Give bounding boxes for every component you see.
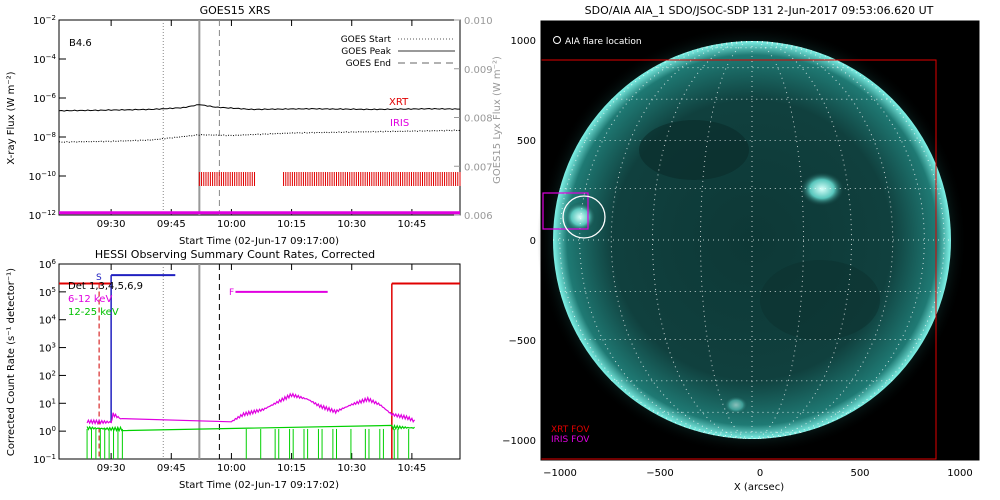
- aia-flare-legend: AIA flare location: [565, 37, 642, 47]
- hessi-x-tick-label: 10:30: [337, 463, 366, 474]
- goes-x-tick-label: 10:00: [217, 219, 246, 230]
- goes-x-tick-label: 10:30: [337, 219, 366, 230]
- goes-y-tick-label: 10−8: [33, 131, 56, 144]
- goes-x-axis-label: Start Time (02-Jun-17 09:17:00): [179, 236, 339, 247]
- coronal-hole: [639, 120, 749, 180]
- aia-image-panel: SDO/AIA AIA_1 SDO/JSOC-SDP 131 2-Jun-201…: [502, 4, 980, 493]
- hessi-saa-flag: S: [96, 273, 102, 283]
- goes-legend: GOES Start GOES Peak GOES End: [341, 35, 455, 69]
- longitude-line: [610, 41, 753, 439]
- hessi-x-tick-label: 09:30: [97, 463, 126, 474]
- iris-fov-box: [542, 192, 589, 230]
- hessi-y-tick-label: 105: [39, 286, 56, 299]
- hessi-12-25kev-series: [86, 424, 415, 433]
- goes-y-right-axis-label: GOES15 Lyx Flux (W m⁻²): [492, 56, 503, 184]
- aia-x-tick: 1000: [947, 468, 972, 479]
- goes-x-tick-label: 10:45: [397, 219, 426, 230]
- hessi-y-tick-label: 10−1: [33, 453, 56, 466]
- longitude-line: [751, 41, 852, 439]
- hessi-x-tick-label: 10:00: [217, 463, 246, 474]
- hessi-x-tick-label: 10:45: [397, 463, 426, 474]
- goes-class-label: B4.6: [69, 38, 92, 49]
- aia-y-tick: 500: [517, 136, 536, 147]
- active-region-limb: [564, 202, 596, 232]
- active-region-south: [724, 396, 748, 414]
- hessi-legend-detectors: Det 1,3,4,5,6,9: [68, 281, 143, 292]
- aia-flare-circle: [562, 195, 606, 239]
- goes-y-tick-label: 10−4: [33, 53, 57, 66]
- hessi-x-tick-label: 10:15: [277, 463, 306, 474]
- aia-x-axis-label: X (arcsec): [734, 482, 784, 493]
- goes-xrt-label: XRT: [389, 97, 409, 108]
- legend-goes-end: GOES End: [346, 59, 391, 69]
- goes-y-tick-label: 10−12: [28, 209, 56, 222]
- hessi-6-12kev-series: [86, 392, 416, 426]
- goes-y-tick-label: 10−2: [33, 14, 56, 27]
- hessi-flare-flag: F: [229, 288, 234, 298]
- aia-y-tick: −500: [509, 336, 536, 347]
- hessi-panel: HESSI Observing Summary Count Rates, Cor…: [6, 248, 461, 491]
- hessi-y-tick-label: 103: [39, 342, 56, 355]
- longitude-line: [751, 41, 894, 439]
- longitude-line: [652, 41, 753, 439]
- goes-x-tick-label: 09:30: [97, 219, 126, 230]
- goes-y-right-tick-label: 0.009: [464, 65, 493, 76]
- goes-y-tick-label: 10−6: [33, 92, 57, 105]
- dark-region: [760, 260, 880, 340]
- hessi-plot-frame: [58, 263, 461, 460]
- goes-y-right-tick-label: 0.010: [464, 16, 493, 27]
- aia-y-ticks: 1000 500 0 −500 −1000: [502, 36, 536, 447]
- goes-x-tick-label: 10:15: [277, 219, 306, 230]
- longitude-line: [559, 41, 753, 439]
- hessi-legend: Det 1,3,4,5,6,9 6-12 keV 12-25 keV: [68, 281, 143, 318]
- hessi-x-tick-label: 09:45: [157, 463, 186, 474]
- hessi-y-axis-label: Corrected Count Rate (s⁻¹ detector⁻¹): [6, 268, 17, 456]
- aia-x-tick: −1000: [543, 468, 577, 479]
- aia-x-tick: 500: [850, 468, 869, 479]
- hessi-y-tick-label: 100: [39, 425, 56, 438]
- aia-x-tick: 0: [757, 468, 763, 479]
- goes-xrs-panel: GOES15 XRS B4.6 09:30 09:45 10:00 10:15 10:3…: [6, 4, 503, 247]
- hessi-y-tick-label: 102: [39, 369, 56, 382]
- goes-lyx-series: [58, 129, 461, 143]
- aia-y-tick: 0: [530, 236, 536, 247]
- aia-title: SDO/AIA AIA_1 SDO/JSOC-SDP 131 2-Jun-201…: [585, 4, 934, 17]
- goes-y-axis-label: X-ray Flux (W m⁻²): [6, 71, 17, 164]
- active-region-center: [800, 172, 844, 206]
- goes-y-right-tick-label: 0.006: [464, 211, 493, 222]
- iris-fov-label: IRIS FOV: [551, 435, 590, 445]
- hessi-legend-12-25: 12-25 keV: [68, 307, 119, 318]
- goes-y-tick-label: 10−10: [28, 170, 56, 183]
- goes-x-tick-label: 09:45: [157, 219, 186, 230]
- aia-x-ticks: −1000 −500 0 500 1000: [543, 468, 973, 479]
- legend-goes-peak: GOES Peak: [341, 47, 391, 57]
- aia-y-tick: 1000: [511, 36, 536, 47]
- hessi-x-axis-label: Start Time (02-Jun-17 09:17:02): [179, 480, 339, 491]
- goes-iris-label: IRIS: [390, 118, 409, 129]
- longitude-line: [751, 41, 945, 439]
- hessi-legend-6-12: 6-12 keV: [68, 294, 112, 305]
- legend-goes-start: GOES Start: [341, 35, 392, 45]
- aia-x-tick: −500: [646, 468, 673, 479]
- xrt-fov-label: XRT FOV: [551, 425, 590, 435]
- goes-y-right-tick-label: 0.008: [464, 114, 493, 125]
- goes-xray-series: [58, 104, 460, 112]
- aia-frame: [540, 20, 980, 461]
- hessi-y-tick-label: 106: [39, 258, 57, 271]
- goes-y-right-tick-label: 0.007: [464, 162, 493, 173]
- hessi-y-tick-label: 101: [39, 397, 56, 410]
- goes-title: GOES15 XRS: [200, 4, 271, 17]
- hessi-y-tick-label: 104: [39, 314, 57, 327]
- flare-location-icon: [553, 36, 561, 44]
- solar-disk: [553, 41, 951, 439]
- hessi-title: HESSI Observing Summary Count Rates, Cor…: [95, 248, 375, 261]
- aia-y-tick: −1000: [502, 436, 536, 447]
